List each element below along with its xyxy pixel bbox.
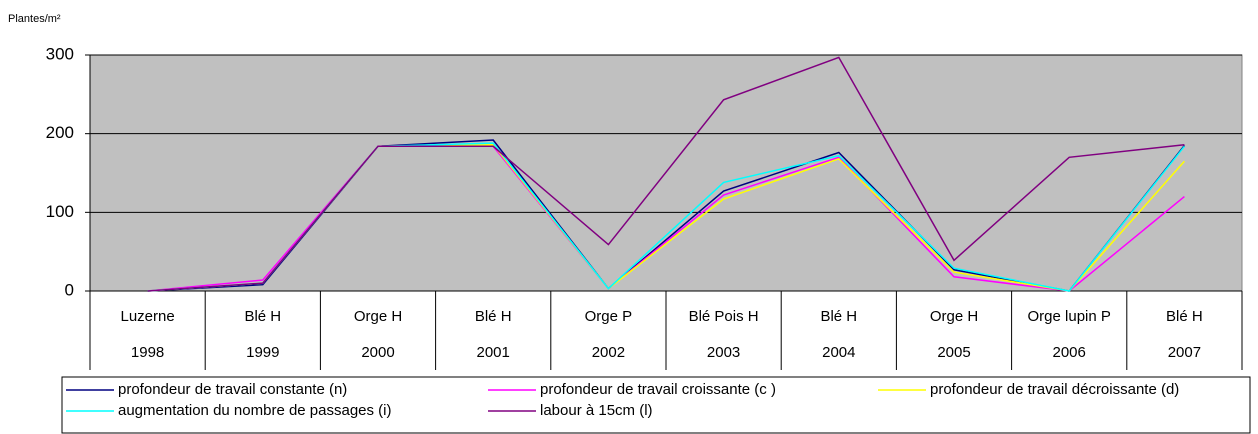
x-tick-year: 1999 — [246, 344, 279, 361]
x-tick-year: 2004 — [822, 344, 855, 361]
x-tick-year: 2002 — [592, 344, 625, 361]
y-axis-label: Plantes/m² — [8, 13, 61, 25]
x-tick-label: Luzerne — [120, 308, 174, 325]
y-tick-label: 100 — [46, 202, 74, 221]
x-tick-year: 2007 — [1168, 344, 1201, 361]
y-tick-label: 300 — [46, 44, 74, 63]
legend-label: profondeur de travail constante (n) — [118, 381, 347, 398]
x-tick-year: 1998 — [131, 344, 164, 361]
x-tick-year: 2005 — [937, 344, 970, 361]
x-tick-label: Orge P — [585, 308, 633, 325]
legend-label: profondeur de travail croissante (c ) — [540, 381, 776, 398]
legend-label: labour à 15cm (l) — [540, 402, 653, 419]
y-tick-label: 0 — [65, 280, 74, 299]
y-tick-label: 200 — [46, 123, 74, 142]
x-tick-label: Orge H — [930, 308, 978, 325]
series-line — [147, 56, 1185, 292]
x-tick-year: 2003 — [707, 344, 740, 361]
series-line — [147, 145, 1185, 292]
legend-label: profondeur de travail décroissante (d) — [930, 381, 1179, 398]
x-tick-year: 2001 — [477, 344, 510, 361]
x-tick-year: 2000 — [361, 344, 394, 361]
x-tick-label: Orge lupin P — [1028, 308, 1111, 325]
legend-box — [61, 376, 1251, 434]
x-tick-label: Blé H — [244, 308, 281, 325]
x-tick-label: Blé H — [1166, 308, 1203, 325]
x-tick-label: Blé H — [475, 308, 512, 325]
x-tick-year: 2006 — [1053, 344, 1086, 361]
x-tick-label: Blé H — [820, 308, 857, 325]
legend-label: augmentation du nombre de passages (i) — [118, 402, 392, 419]
x-tick-label: Blé Pois H — [689, 308, 759, 325]
x-tick-label: Orge H — [354, 308, 402, 325]
